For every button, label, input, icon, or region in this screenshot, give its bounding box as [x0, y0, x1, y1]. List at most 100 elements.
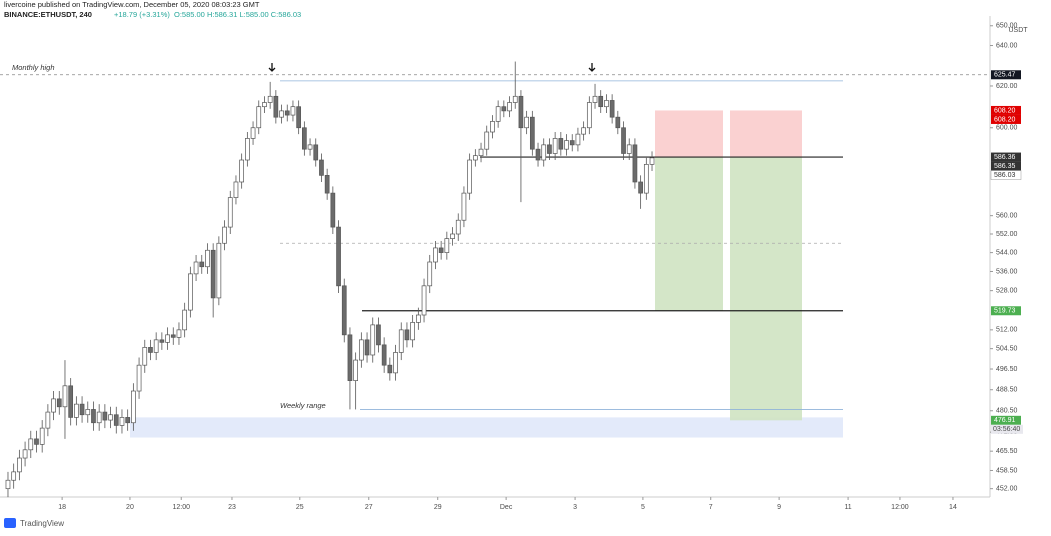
candle-body — [529, 116, 535, 150]
candle-body — [632, 144, 638, 183]
candle-body — [575, 133, 581, 146]
x-tick-label: 20 — [126, 504, 134, 511]
candle-body — [535, 148, 541, 161]
candle-body — [398, 329, 404, 353]
price-label: 586.03 — [994, 172, 1016, 179]
candle-body — [113, 414, 119, 426]
price-label-bg — [991, 70, 1021, 80]
candle-body — [74, 403, 79, 418]
candle-body — [245, 138, 250, 161]
candle-body — [239, 159, 245, 183]
candle-body — [188, 273, 193, 311]
y-tick-label: 458.50 — [996, 467, 1018, 474]
candle-body — [34, 438, 39, 445]
candle-body — [136, 364, 142, 392]
candle-body — [182, 309, 188, 331]
candle-body — [290, 106, 296, 116]
candle-body — [91, 409, 96, 424]
candle-body — [621, 127, 626, 154]
candle-body — [222, 226, 227, 244]
x-tick-label: Dec — [500, 504, 513, 511]
candle-body — [284, 110, 290, 116]
price-label-bg — [991, 306, 1021, 316]
candle-body — [370, 324, 376, 356]
x-tick-label: 14 — [949, 504, 957, 511]
candle-body — [96, 411, 102, 424]
candle-body — [85, 409, 91, 416]
candle-body — [273, 95, 279, 118]
range-band — [130, 417, 843, 438]
candle-body — [626, 144, 632, 154]
header: livercoine published on TradingView.com,… — [4, 0, 260, 9]
candle-body — [142, 347, 148, 366]
candle-body — [108, 414, 113, 421]
price-label: 586.35 — [994, 163, 1016, 170]
candle-body — [336, 226, 341, 287]
candle-body — [353, 359, 358, 381]
candle-body — [467, 159, 472, 194]
candle-body — [319, 159, 324, 176]
y-tick-label: 452.00 — [996, 486, 1018, 493]
candle-body — [478, 148, 484, 157]
x-tick-label: 29 — [434, 504, 442, 511]
price-label: 519.73 — [994, 308, 1016, 315]
candle-body — [586, 102, 592, 129]
candle-body — [404, 329, 410, 341]
x-tick-label: 25 — [296, 504, 304, 511]
y-tick-label: 504.50 — [996, 345, 1018, 352]
candle-body — [313, 144, 319, 161]
candle-body — [427, 261, 433, 287]
candle-body — [5, 479, 11, 490]
candle-body — [17, 457, 22, 473]
candle-body — [455, 219, 461, 235]
candle-body — [512, 95, 518, 103]
candle-body — [125, 417, 131, 424]
candle-body — [381, 344, 387, 366]
countdown: 03:56:40 — [993, 426, 1020, 433]
candle-body — [364, 339, 370, 356]
arrow — [268, 63, 276, 72]
candle-body — [495, 106, 501, 122]
price-label-bg — [990, 170, 1022, 180]
candle-body — [159, 339, 165, 343]
candle-body — [604, 100, 609, 108]
brand-logo — [4, 518, 16, 528]
candle-body — [131, 390, 136, 424]
candle-body — [22, 449, 28, 459]
candle-body — [592, 95, 598, 103]
y-tick-label: 620.00 — [996, 83, 1018, 90]
candle-body — [444, 238, 450, 253]
candle-body — [564, 140, 569, 150]
candle-body — [148, 347, 153, 353]
candle-body — [11, 471, 17, 481]
candle-body — [45, 411, 51, 429]
price-label-bg — [991, 114, 1021, 124]
candle-body — [461, 192, 467, 221]
y-tick-label: 496.50 — [996, 366, 1018, 373]
candle-body — [56, 398, 62, 408]
candle-body — [170, 334, 176, 338]
x-tick-label: 12:00 — [172, 504, 190, 511]
target-zone — [730, 157, 802, 421]
x-tick-label: 3 — [573, 504, 577, 511]
candle-body — [227, 197, 233, 228]
symbol: BINANCE:ETHUSDT, 240 — [4, 10, 92, 19]
price-label-bg — [991, 161, 1021, 171]
x-tick-label: 7 — [709, 504, 713, 511]
x-tick-label: 9 — [777, 504, 781, 511]
annotation: Weekly range — [280, 401, 326, 410]
price-label: 625.47 — [994, 72, 1016, 79]
candle-body — [387, 364, 393, 374]
candle-body — [552, 138, 558, 154]
candle-body — [165, 334, 170, 343]
stop-zone — [655, 110, 723, 158]
price-label: 608.20 — [994, 116, 1016, 123]
candle-body — [569, 140, 575, 146]
candle-body — [518, 95, 524, 129]
y-tick-label: 465.50 — [996, 448, 1018, 455]
candle-body — [210, 249, 216, 299]
candle-body — [68, 385, 74, 418]
candle-body — [615, 116, 621, 129]
x-tick-label: 23 — [228, 504, 236, 511]
